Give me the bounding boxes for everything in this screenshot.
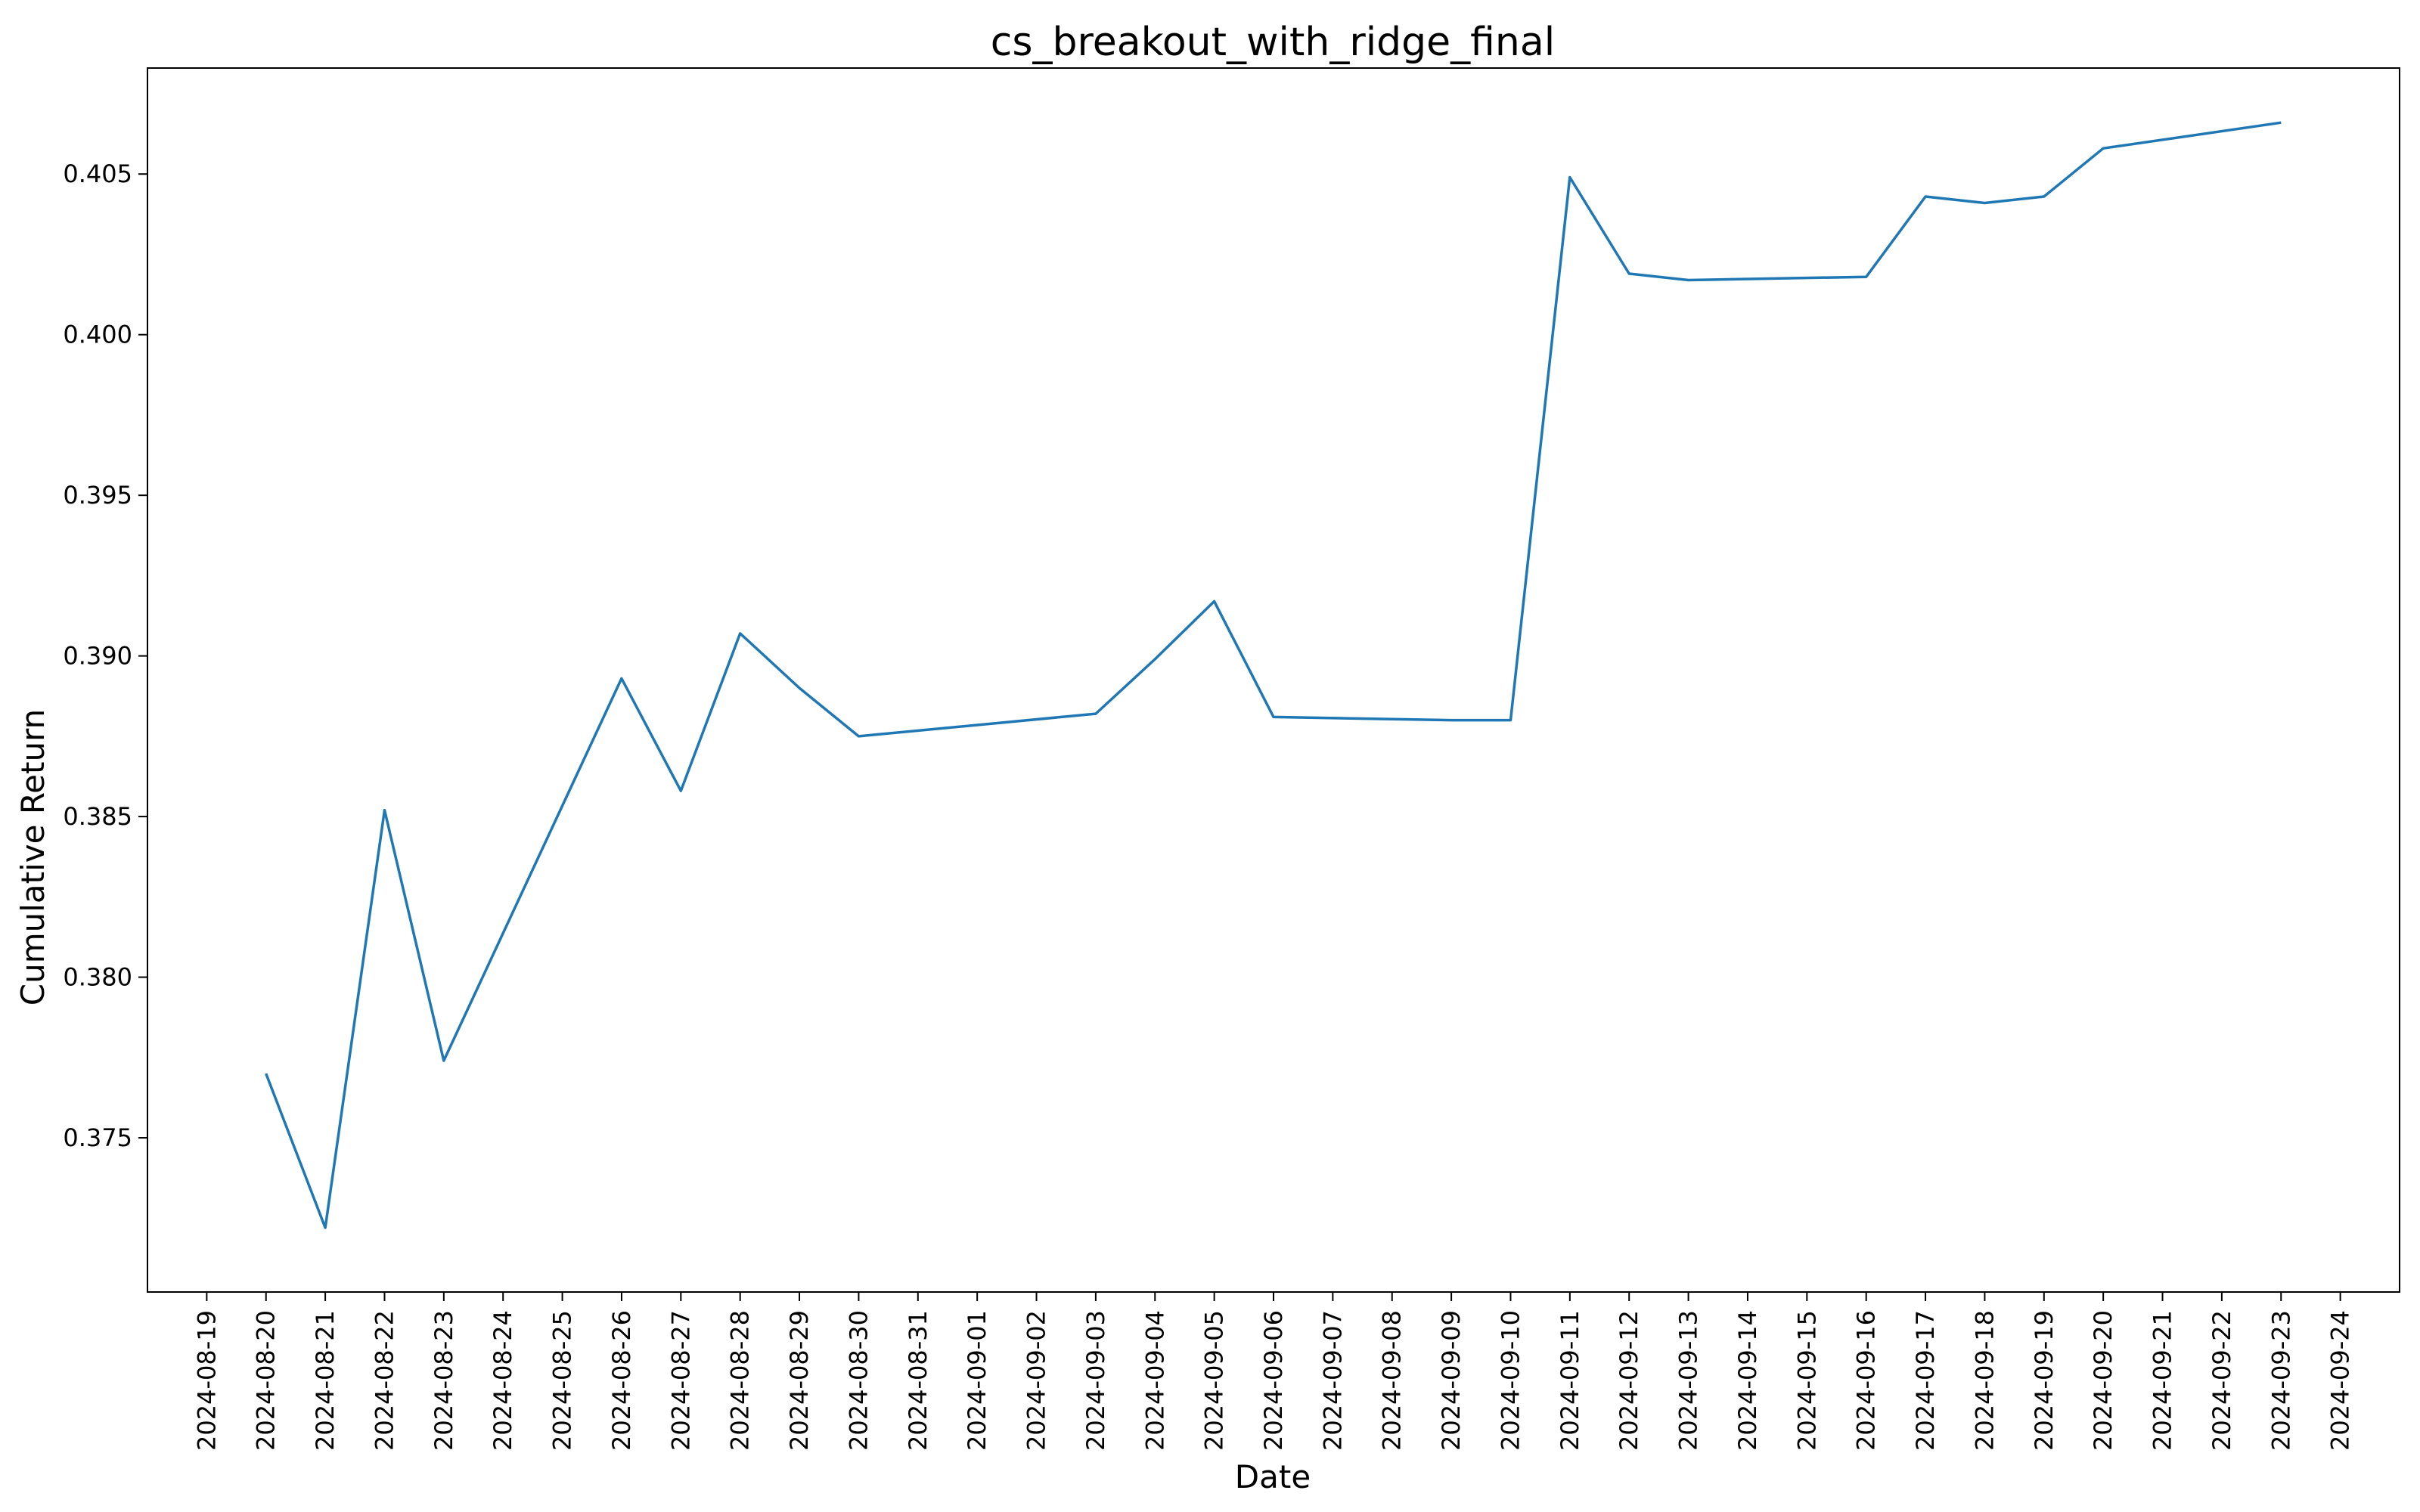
x-tick-label: 2024-08-29 xyxy=(785,1310,814,1451)
x-tick-label: 2024-09-21 xyxy=(2149,1310,2177,1451)
x-tick-label: 2024-09-04 xyxy=(1140,1310,1169,1451)
y-axis-label: Cumulative Return xyxy=(14,709,51,1005)
x-tick-label: 2024-08-25 xyxy=(548,1310,577,1451)
x-tick-label: 2024-08-21 xyxy=(311,1310,340,1451)
x-tick-label: 2024-08-27 xyxy=(666,1310,695,1451)
x-tick-label: 2024-09-02 xyxy=(1022,1310,1051,1451)
x-tick-label: 2024-09-13 xyxy=(1674,1310,1703,1451)
x-tick-label: 2024-09-07 xyxy=(1318,1310,1347,1451)
x-axis: 2024-08-19 2024-08-20 2024-08-21 2024-08-22… xyxy=(192,1292,2355,1451)
x-tick-label: 2024-09-20 xyxy=(2089,1310,2118,1451)
y-tick-label: 0.390 xyxy=(63,642,132,671)
y-tick-label: 0.375 xyxy=(63,1123,132,1152)
x-tick-label: 2024-08-26 xyxy=(607,1310,636,1451)
x-tick-label: 2024-08-20 xyxy=(252,1310,281,1451)
x-tick-label: 2024-08-23 xyxy=(430,1310,458,1451)
x-tick-label: 2024-09-23 xyxy=(2266,1310,2295,1451)
x-axis-label: Date xyxy=(1235,1458,1311,1495)
x-tick-label: 2024-09-24 xyxy=(2326,1310,2355,1451)
x-tick-label: 2024-09-22 xyxy=(2207,1310,2236,1451)
x-tick-label: 2024-09-05 xyxy=(1200,1310,1229,1451)
x-tick-label: 2024-08-28 xyxy=(726,1310,755,1451)
x-tick-label: 2024-09-15 xyxy=(1792,1310,1821,1451)
x-tick-label: 2024-08-22 xyxy=(370,1310,399,1451)
x-tick-label: 2024-09-19 xyxy=(2030,1310,2059,1451)
x-tick-label: 2024-09-17 xyxy=(1911,1310,1940,1451)
x-tick-label: 2024-09-10 xyxy=(1496,1310,1525,1451)
y-tick-label: 0.380 xyxy=(63,963,132,992)
plot-frame xyxy=(147,67,2400,1293)
x-tick-label: 2024-08-19 xyxy=(192,1310,221,1451)
y-tick-label: 0.405 xyxy=(63,160,132,188)
chart-title: cs_breakout_with_ridge_final xyxy=(991,20,1555,65)
y-tick-label: 0.385 xyxy=(63,802,132,831)
x-tick-label: 2024-09-03 xyxy=(1081,1310,1110,1451)
series-line xyxy=(265,121,2282,1229)
plot-area xyxy=(147,67,2400,1293)
x-tick-label: 2024-09-01 xyxy=(963,1310,991,1451)
y-tick-label: 0.400 xyxy=(63,321,132,349)
x-tick-label: 2024-09-16 xyxy=(1852,1310,1881,1451)
x-tick-label: 2024-09-11 xyxy=(1556,1310,1584,1451)
x-tick-label: 2024-08-31 xyxy=(904,1310,932,1451)
x-tick-label: 2024-09-06 xyxy=(1259,1310,1288,1451)
x-tick-label: 2024-09-12 xyxy=(1615,1310,1643,1451)
y-tick-label: 0.395 xyxy=(63,481,132,510)
x-tick-label: 2024-08-30 xyxy=(844,1310,873,1451)
x-tick-label: 2024-08-24 xyxy=(489,1310,517,1451)
x-tick-label: 2024-09-18 xyxy=(1970,1310,1999,1451)
y-axis: 0.375 0.380 0.385 0.390 0.395 0.400 0.405 xyxy=(63,160,147,1152)
x-tick-label: 2024-09-14 xyxy=(1733,1310,1762,1451)
x-tick-label: 2024-09-08 xyxy=(1378,1310,1407,1451)
x-tick-label: 2024-09-09 xyxy=(1437,1310,1466,1451)
